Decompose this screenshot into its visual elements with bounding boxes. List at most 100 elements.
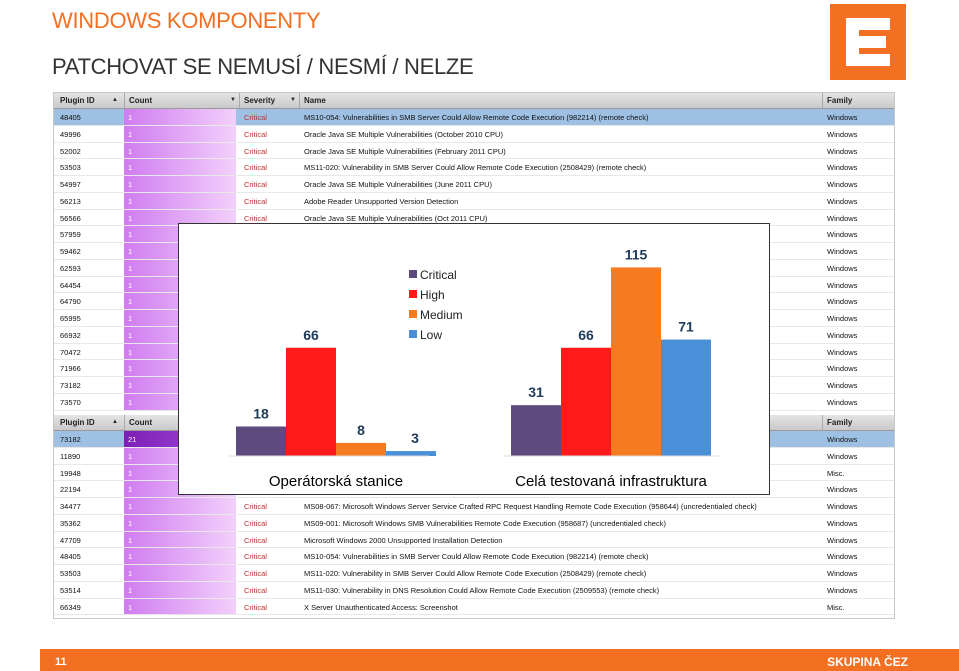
count-value: 1 — [128, 314, 133, 323]
sort-arrow-icon[interactable]: ▼ — [230, 97, 236, 103]
count-value: 1 — [128, 518, 133, 528]
plugin-id: 57959 — [60, 230, 81, 240]
count-value: 1 — [128, 330, 133, 340]
table-row[interactable]: 1 54997 Critical Oracle Java SE Multiple Vu… — [54, 176, 894, 193]
plugin-id: 73182 — [60, 381, 81, 390]
family-label: Windows — [827, 230, 858, 240]
plugin-id: 47709 — [60, 535, 81, 545]
family-label: Windows — [827, 247, 858, 256]
data-label: 3 — [411, 430, 419, 446]
top-col-family[interactable]: Family — [827, 96, 853, 105]
table-row[interactable]: 1 34477 Critical MS08-067: Microsoft Window… — [54, 498, 894, 515]
top-col-name[interactable]: Name — [304, 96, 326, 105]
plugin-id: 56213 — [60, 196, 81, 206]
plugin-id: 35362 — [60, 518, 81, 528]
count-value: 1 — [128, 485, 133, 495]
plugin-id: 53503 — [60, 163, 81, 173]
severity-label: Critical — [244, 196, 267, 206]
family-label: Windows — [827, 146, 858, 156]
sort-arrow-icon[interactable]: ▲ — [112, 97, 118, 103]
column-separator[interactable] — [299, 93, 300, 108]
plugin-id: 62593 — [60, 263, 81, 273]
sort-arrow-icon[interactable]: ▼ — [290, 97, 296, 103]
vulnerability-name: Microsoft Windows 2000 Unsupported Insta… — [304, 535, 503, 545]
plugin-id: 64790 — [60, 297, 81, 307]
family-label: Windows — [827, 129, 858, 139]
bar-low — [386, 451, 436, 456]
severity-label: Critical — [244, 146, 267, 156]
count-value: 1 — [128, 297, 133, 307]
plugin-id: 49996 — [60, 129, 81, 139]
top-col-plugin-id[interactable]: Plugin ID — [60, 96, 95, 105]
plugin-id: 71966 — [60, 364, 81, 374]
top-col-severity[interactable]: Severity — [244, 96, 276, 105]
legend-swatch — [409, 270, 417, 278]
column-separator[interactable] — [822, 93, 823, 108]
count-value: 1 — [128, 247, 133, 256]
table-row[interactable]: 1 48405 Critical MS10-054: Vulnerabilities … — [54, 548, 894, 565]
table-row[interactable]: 1 53503 Critical MS11-020: Vulnerability in… — [54, 565, 894, 582]
top-col-count[interactable]: Count — [129, 96, 153, 105]
severity-label: Critical — [244, 552, 267, 562]
plugin-id: 52002 — [60, 146, 81, 156]
table-row[interactable]: 1 56213 Critical Adobe Reader Unsupported V… — [54, 192, 894, 210]
data-label: 115 — [625, 246, 648, 262]
data-label: 18 — [253, 405, 269, 421]
count-value: 1 — [128, 397, 133, 407]
bar-medium — [336, 442, 386, 456]
count-bar: 1 — [124, 159, 236, 175]
column-separator[interactable] — [822, 415, 823, 430]
family-label: Windows — [827, 263, 858, 273]
column-separator[interactable] — [124, 93, 125, 108]
data-label: 66 — [303, 327, 319, 343]
vulnerability-name: Oracle Java SE Multiple Vulnerabilities … — [304, 129, 503, 139]
count-value: 1 — [128, 381, 133, 390]
plugin-id: 66932 — [60, 330, 81, 340]
bottom-col-count[interactable]: Count — [129, 418, 153, 427]
table-row[interactable]: 1 48405 Critical MS10-054: Vulnerabilities … — [54, 109, 894, 126]
table-row[interactable]: 1 53514 Critical MS11-030: Vulnerability in… — [54, 581, 894, 599]
family-label: Windows — [827, 364, 858, 374]
severity-label: Critical — [244, 129, 267, 139]
slide-subtitle: PATCHOVAT SE NEMUSÍ / NESMÍ / NELZE — [52, 54, 474, 79]
count-bar: 1 — [124, 176, 236, 192]
table-row[interactable]: 1 52002 Critical Oracle Java SE Multiple Vu… — [54, 142, 894, 160]
count-bar: 1 — [124, 514, 236, 531]
category-label: Celá testovaná infrastruktura — [515, 473, 707, 490]
plugin-id: 64454 — [60, 280, 81, 290]
family-label: Windows — [827, 585, 858, 595]
bottom-col-family[interactable]: Family — [827, 418, 853, 427]
count-value: 1 — [128, 163, 133, 173]
vulnerability-name: X Server Unauthenticated Access: Screens… — [304, 602, 458, 612]
family-label: Windows — [827, 569, 858, 578]
vulnerability-name: Oracle Java SE Multiple Vulnerabilities … — [304, 146, 506, 156]
sort-arrow-icon[interactable]: ▲ — [112, 419, 118, 425]
severity-label: Critical — [244, 163, 267, 173]
bar-critical — [236, 426, 286, 456]
plugin-id: 65995 — [60, 314, 81, 323]
severity-label: Critical — [244, 585, 267, 595]
family-label: Windows — [827, 113, 858, 122]
legend-label: Critical — [420, 268, 457, 282]
table-row[interactable]: 1 49996 Critical Oracle Java SE Multiple Vu… — [54, 125, 894, 143]
vulnerability-name: MS11-020: Vulnerability in SMB Server Co… — [304, 163, 647, 173]
severity-label: Critical — [244, 602, 267, 612]
plugin-id: 34477 — [60, 502, 81, 511]
plugin-id: 53503 — [60, 569, 81, 578]
page-number: 11 — [55, 656, 67, 668]
bottom-col-plugin-id[interactable]: Plugin ID — [60, 418, 95, 427]
column-separator[interactable] — [239, 93, 240, 108]
severity-label: Critical — [244, 213, 267, 223]
table-row[interactable]: 1 66349 Critical X Server Unauthenticated A… — [54, 598, 894, 616]
plugin-id: 54997 — [60, 180, 81, 189]
family-label: Windows — [827, 330, 858, 340]
table-row[interactable]: 1 56566 Critical Oracle Java SE Multiple Vu… — [54, 209, 894, 227]
data-label: 31 — [528, 384, 544, 400]
count-bar: 1 — [124, 192, 236, 209]
vulnerability-name: MS10-054: Vulnerabilities in SMB Server … — [304, 552, 649, 562]
column-separator[interactable] — [124, 415, 125, 430]
count-value: 1 — [128, 129, 133, 139]
table-row[interactable]: 1 47709 Critical Microsoft Windows 2000 Uns… — [54, 531, 894, 549]
table-row[interactable]: 1 35362 Critical MS09-001: Microsoft Window… — [54, 514, 894, 532]
table-row[interactable]: 1 53503 Critical MS11-020: Vulnerability in… — [54, 159, 894, 176]
